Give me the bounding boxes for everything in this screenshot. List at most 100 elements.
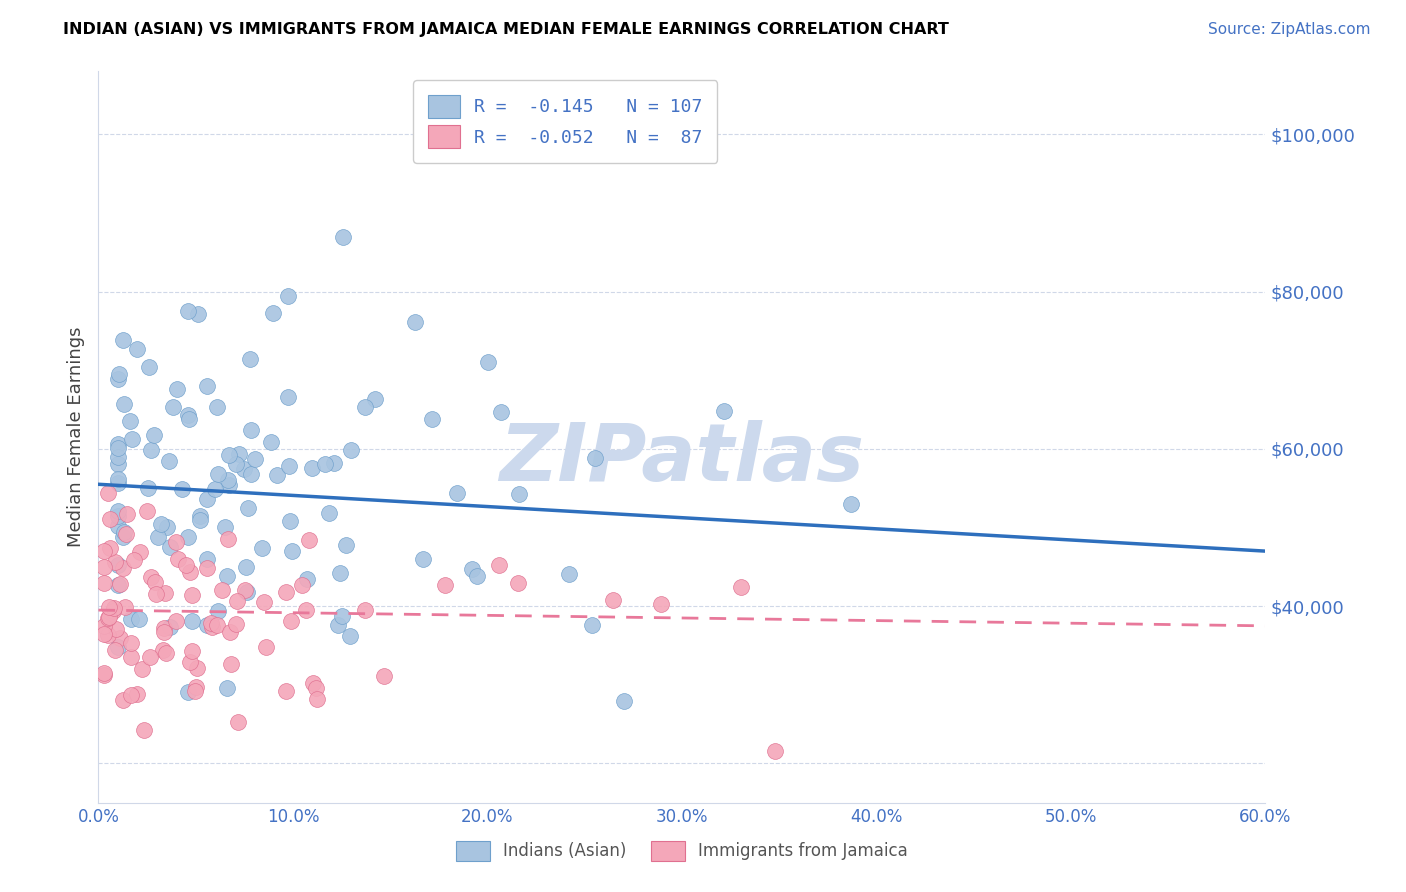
Point (120, 688, 142, 702)
Point (207, 467, 229, 482)
Point (262, 306, 284, 320)
Point (839, 497, 862, 511)
Point (127, 686, 149, 700)
Text: ZIPatlas: ZIPatlas (499, 420, 865, 498)
Point (373, 669, 395, 683)
Point (195, 491, 218, 506)
Point (97, 627, 120, 641)
Point (713, 404, 735, 418)
Point (157, 454, 180, 468)
Point (465, 569, 488, 583)
Point (115, 526, 138, 541)
Point (103, 601, 125, 615)
Point (98, 610, 121, 624)
Point (107, 457, 129, 471)
Point (281, 544, 304, 558)
Point (240, 423, 263, 437)
Point (149, 517, 172, 532)
Point (225, 458, 247, 472)
Point (730, 580, 752, 594)
Point (305, 691, 328, 706)
Point (195, 551, 218, 566)
Point (295, 602, 318, 616)
Point (278, 514, 301, 528)
Point (295, 573, 318, 587)
Point (277, 289, 299, 303)
Point (111, 561, 134, 575)
Point (364, 392, 387, 406)
Point (302, 675, 325, 690)
Point (98, 512, 121, 526)
Point (159, 620, 181, 634)
Point (277, 390, 299, 404)
Point (412, 551, 434, 566)
Point (176, 408, 198, 422)
Point (101, 604, 124, 618)
Point (613, 693, 636, 707)
Point (132, 723, 155, 737)
Point (167, 552, 190, 566)
Point (177, 530, 200, 544)
Point (107, 508, 129, 523)
Point (446, 485, 468, 500)
Point (506, 575, 529, 590)
Point (763, 744, 786, 758)
Point (353, 400, 375, 414)
Point (98, 599, 121, 614)
Point (166, 382, 188, 396)
Point (217, 532, 239, 546)
Point (420, 412, 443, 426)
Point (107, 472, 129, 486)
Point (461, 562, 484, 576)
Point (107, 558, 129, 572)
Point (581, 618, 603, 632)
Point (128, 544, 150, 558)
Point (112, 333, 135, 347)
Point (146, 530, 169, 544)
Point (115, 508, 138, 522)
Point (105, 622, 128, 636)
Point (97, 611, 120, 625)
Point (332, 230, 354, 244)
Point (165, 535, 187, 549)
Point (489, 404, 512, 418)
Point (236, 500, 259, 515)
Point (186, 661, 208, 675)
Point (404, 315, 426, 329)
Point (211, 583, 233, 598)
Point (188, 509, 211, 524)
Point (433, 578, 456, 592)
Text: Source: ZipAtlas.com: Source: ZipAtlas.com (1208, 22, 1371, 37)
Point (195, 618, 218, 632)
Point (602, 593, 624, 607)
Point (128, 612, 150, 626)
Legend: Indians (Asian), Immigrants from Jamaica: Indians (Asian), Immigrants from Jamaica (450, 834, 914, 868)
Point (218, 448, 240, 462)
Point (111, 692, 134, 706)
Point (152, 621, 174, 635)
Point (204, 482, 226, 496)
Point (138, 360, 160, 375)
Point (650, 597, 672, 611)
Point (235, 582, 257, 597)
Point (107, 577, 129, 591)
Point (104, 555, 127, 569)
Point (165, 614, 187, 628)
Point (107, 372, 129, 386)
Point (276, 683, 298, 698)
Point (225, 617, 247, 632)
Point (314, 457, 336, 471)
Point (152, 625, 174, 640)
Point (207, 604, 229, 618)
Point (153, 585, 176, 599)
Point (120, 649, 142, 664)
Point (217, 473, 239, 487)
Point (195, 379, 218, 393)
Point (259, 434, 281, 449)
Point (107, 504, 129, 518)
Point (98, 541, 121, 555)
Point (93, 668, 115, 682)
Point (112, 397, 135, 411)
Point (174, 558, 197, 572)
Point (252, 541, 274, 555)
